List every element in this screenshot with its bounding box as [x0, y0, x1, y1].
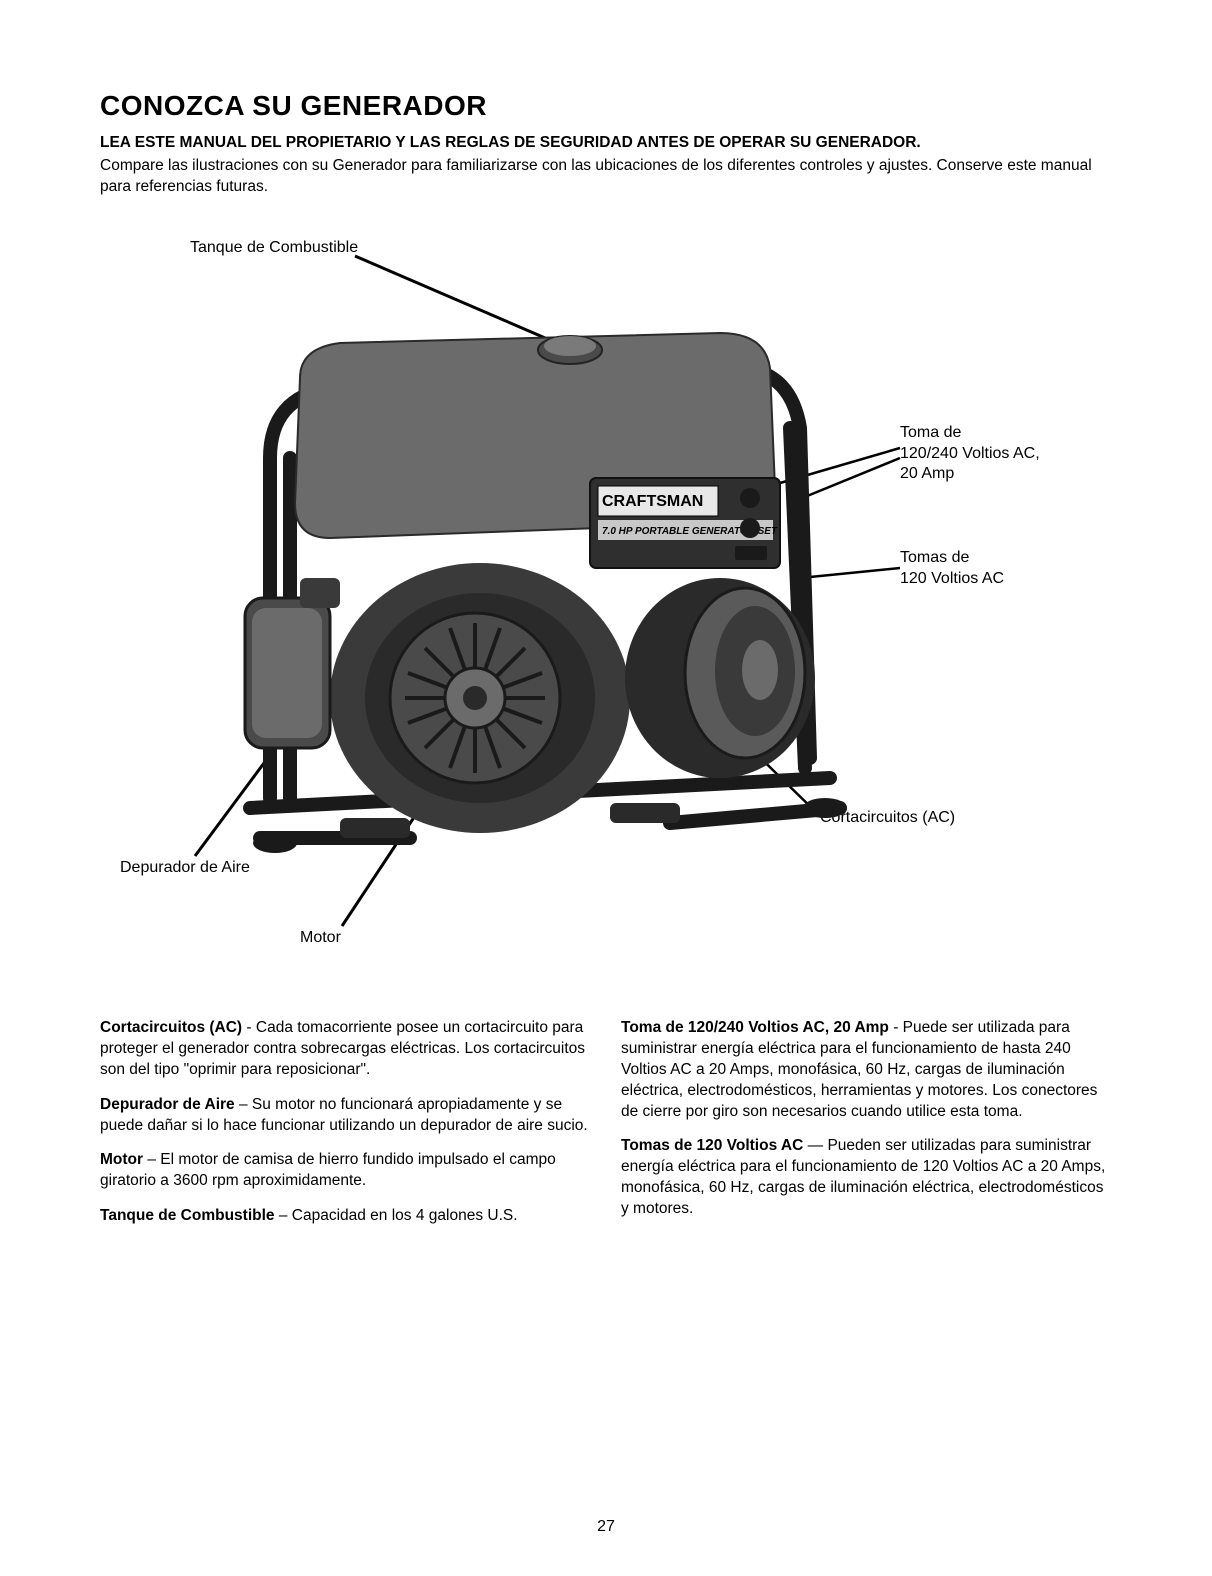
description-columns: Cortacircuitos (AC) - Cada tomacorriente… [100, 1018, 1112, 1241]
callout-line-1: Tomas de [900, 549, 969, 566]
term: Toma de 120/240 Voltios AC, 20 Amp [621, 1019, 889, 1036]
desc-fuel-tank: Tanque de Combustible – Capacidad en los… [100, 1206, 591, 1227]
callout-fuel-tank: Tanque de Combustible [190, 238, 358, 259]
term: Tomas de 120 Voltios AC [621, 1137, 803, 1154]
term: Cortacircuitos (AC) [100, 1019, 242, 1036]
page-title: CONOZCA SU GENERADOR [100, 90, 1112, 122]
callout-motor: Motor [300, 928, 341, 949]
callout-line-2: 120/240 Voltios AC, [900, 445, 1040, 462]
subtitle: LEA ESTE MANUAL DEL PROPIETARIO Y LAS RE… [100, 134, 1112, 152]
left-column: Cortacircuitos (AC) - Cada tomacorriente… [100, 1018, 591, 1241]
callout-120-240: Toma de 120/240 Voltios AC, 20 Amp [900, 423, 1040, 485]
desc-120: Tomas de 120 Voltios AC — Pueden ser uti… [621, 1136, 1112, 1220]
term: Depurador de Aire [100, 1096, 235, 1113]
desc-motor: Motor – El motor de camisa de hierro fun… [100, 1150, 591, 1192]
desc-breakers: Cortacircuitos (AC) - Cada tomacorriente… [100, 1018, 591, 1081]
page-number: 27 [597, 1518, 615, 1536]
term: Tanque de Combustible [100, 1207, 275, 1224]
desc-120-240: Toma de 120/240 Voltios AC, 20 Amp - Pue… [621, 1018, 1112, 1123]
intro-text: Compare las ilustraciones con su Generad… [100, 156, 1112, 198]
generator-illustration: CRAFTSMAN 7.0 HP PORTABLE GENERATOR SET [190, 278, 890, 898]
callout-line-3: 20 Amp [900, 465, 954, 482]
callout-120: Tomas de 120 Voltios AC [900, 548, 1004, 590]
term: Motor [100, 1151, 143, 1168]
text: – El motor de camisa de hierro fundido i… [100, 1151, 556, 1189]
right-column: Toma de 120/240 Voltios AC, 20 Amp - Pue… [621, 1018, 1112, 1241]
callout-line-2: 120 Voltios AC [900, 570, 1004, 587]
brand-label: CRAFTSMAN [602, 493, 703, 510]
generator-diagram: Tanque de Combustible Toma de 120/240 Vo… [100, 238, 1112, 1008]
callout-line-1: Toma de [900, 424, 961, 441]
desc-air-cleaner: Depurador de Aire – Su motor no funciona… [100, 1095, 591, 1137]
text: – Capacidad en los 4 galones U.S. [275, 1207, 518, 1224]
